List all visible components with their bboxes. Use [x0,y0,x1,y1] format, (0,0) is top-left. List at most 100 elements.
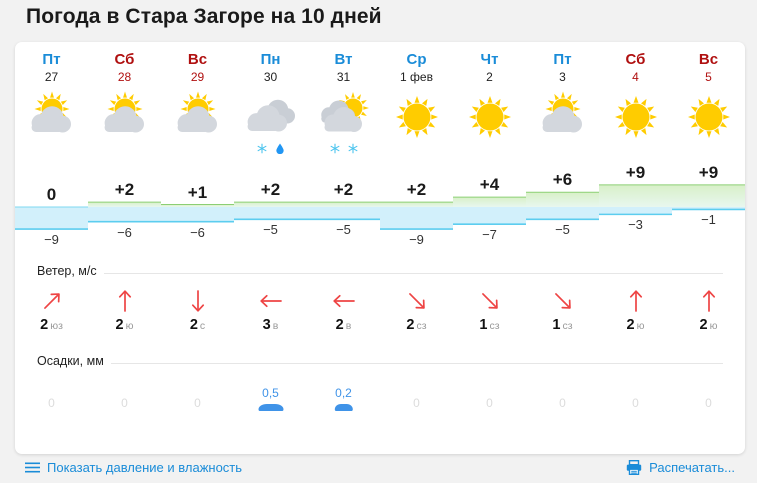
day-column-3[interactable]: Пн 30 [234,50,307,86]
wind-speed: 2 [335,317,344,333]
wind-direction: ю [636,320,645,332]
precip-value: 0,2 [335,386,352,400]
precip-value: 0 [632,396,639,410]
sun-icon [380,90,453,152]
day-date: 1 фев [400,70,433,84]
wind-speed: 1 [479,317,488,333]
hamburger-icon [25,462,40,473]
wind-arrow [307,286,380,316]
wind-divider [37,273,723,274]
day-of-week: Пн [260,51,281,68]
wind-arrow [599,286,672,316]
wind-direction: ю [709,320,718,332]
day-of-week: Пт [42,51,61,68]
card-footer: Показать давление и влажность Распечатат… [15,460,745,482]
precip-cell-1: 0 [88,374,161,414]
weather-icon-cell-0 [15,90,88,152]
precip-bar [258,404,283,411]
weather-icon-cell-5 [380,90,453,152]
precip-cell-5: 0 [380,374,453,414]
wind-speed: 2 [626,317,635,333]
wind-speed: 2 [189,317,198,333]
wind-label: Ветер, м/с [37,264,104,278]
wind-direction: сз [562,320,573,332]
sun-icon [599,90,672,152]
wind-arrow [453,286,526,316]
day-column-6[interactable]: Чт 2 [453,50,526,86]
day-of-week: Ср [406,51,427,68]
day-column-4[interactable]: Вт 31 [307,50,380,86]
wind-arrow [161,286,234,316]
precip-cell-7: 0 [526,374,599,414]
wind-direction: сз [416,320,427,332]
weather-icon-row [15,90,745,154]
day-column-2[interactable]: Вс 29 [161,50,234,86]
wind-direction-arrow-icon [259,294,282,308]
precip-value: 0 [413,396,420,410]
day-date: 30 [263,70,278,84]
day-of-week: Чт [480,51,499,68]
temperature-band [15,184,745,230]
day-date: 31 [336,70,351,84]
precip-divider [37,363,723,364]
day-column-0[interactable]: Пт 27 [15,50,88,86]
day-column-9[interactable]: Вс 5 [672,50,745,86]
wind-arrow [672,286,745,316]
wind-speed: 2 [115,317,124,333]
sun-icon [453,90,526,152]
wind-arrow [234,286,307,316]
wind-direction-arrow-icon [408,293,425,309]
precip-cell-8: 0 [599,374,672,414]
show-pressure-humidity-link[interactable]: Показать давление и влажность [25,460,242,475]
day-date: 5 [705,70,712,84]
wind-direction: сз [489,320,500,332]
wind-speed: 2 [406,317,415,333]
wind-reading: 2 юз [15,316,88,334]
day-column-5[interactable]: Ср 1 фев [380,50,453,86]
day-date: 3 [559,70,566,84]
wind-arrow [526,286,599,316]
precip-value: 0 [121,396,128,410]
day-of-week: Сб [114,51,135,68]
wind-arrow [88,286,161,316]
cloudy-with-sun-icon [307,90,380,153]
day-column-1[interactable]: Сб 28 [88,50,161,86]
day-column-7[interactable]: Пт 3 [526,50,599,86]
snowflake-icon [330,143,339,153]
wind-cell-6: 1 сз [453,286,526,334]
print-link[interactable]: Распечатать... [626,460,735,475]
wind-speed: 3 [262,317,271,333]
day-date: 27 [44,70,59,84]
sun-behind-cloud-icon [15,90,88,152]
page-title: Погода в Стара Загоре на 10 дней [26,5,382,28]
precip-value: 0,5 [262,386,279,400]
snowflake-icon [257,143,266,153]
snowflake-icon [348,143,357,153]
wind-reading: 2 сз [380,316,453,334]
precipitation-row: 0 0 0 0,5 0,2 0 0 0 [15,374,745,414]
precip-cell-9: 0 [672,374,745,414]
sun-behind-cloud-icon [526,90,599,152]
weather-icon-cell-1 [88,90,161,152]
day-date: 29 [190,70,205,84]
precip-label: Осадки, мм [37,354,111,368]
wind-direction-arrow-icon [332,294,355,308]
day-of-week: Вт [334,51,353,68]
wind-direction: юз [50,320,63,332]
wind-cell-7: 1 сз [526,286,599,334]
wind-direction: в [272,320,279,332]
day-date: 28 [117,70,132,84]
wind-direction: ю [125,320,134,332]
precip-section-header: Осадки, мм [15,354,745,372]
day-column-8[interactable]: Сб 4 [599,50,672,86]
wind-direction: в [345,320,352,332]
precip-cell-3: 0,5 [234,374,307,414]
